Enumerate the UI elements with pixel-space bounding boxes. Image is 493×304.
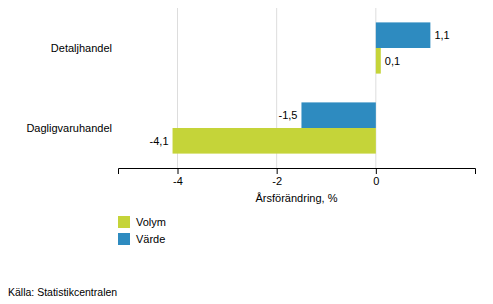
y-axis: Dagligvaruhandel Detaljhandel xyxy=(26,42,118,134)
data-label: -4,1 xyxy=(150,135,169,147)
x-axis-line xyxy=(119,169,476,175)
x-tick-mark xyxy=(178,168,179,174)
data-labels: -4,1 0,1 -1,5 1,1 xyxy=(150,29,450,147)
legend-swatch xyxy=(118,216,130,228)
x-axis: -4 -2 0 xyxy=(119,168,476,187)
x-tick: -2 xyxy=(272,168,282,187)
bar xyxy=(301,102,375,128)
legend-label: Volym xyxy=(136,216,166,228)
x-tick-mark xyxy=(277,168,278,174)
chart: -4,1 0,1 -1,5 1,1 -4 -2 0 Dagligvaruhandel Detal… xyxy=(0,0,493,304)
x-tick: 0 xyxy=(373,168,379,187)
x-tick-label: -2 xyxy=(272,175,282,187)
y-tick: Detaljhandel xyxy=(51,42,118,54)
data-label: -1,5 xyxy=(278,109,297,121)
x-tick-label: 0 xyxy=(373,175,379,187)
bar xyxy=(376,48,381,74)
x-tick-mark xyxy=(376,168,377,174)
y-tick-label: Dagligvaruhandel xyxy=(26,122,112,134)
bar xyxy=(376,22,431,48)
legend-item: Volym xyxy=(118,216,166,228)
bars xyxy=(173,22,431,153)
bar-series xyxy=(301,22,430,128)
chart-container: -4,1 0,1 -1,5 1,1 -4 -2 0 Dagligvaruhandel Detal… xyxy=(0,0,493,304)
y-tick: Dagligvaruhandel xyxy=(26,122,118,134)
legend: Volym Värde xyxy=(118,216,166,245)
source-note: Källa: Statistikcentralen xyxy=(8,286,117,298)
data-label: 1,1 xyxy=(434,29,449,41)
data-label: 0,1 xyxy=(385,55,400,67)
bar xyxy=(173,128,376,154)
y-tick-label: Detaljhandel xyxy=(51,42,112,54)
legend-label: Värde xyxy=(136,233,165,245)
legend-swatch xyxy=(118,233,130,245)
legend-item: Värde xyxy=(118,233,165,245)
bar-series xyxy=(173,48,381,154)
x-axis-title: Årsförändring, % xyxy=(256,192,338,204)
x-tick-label: -4 xyxy=(173,175,183,187)
x-tick: -4 xyxy=(173,168,183,187)
